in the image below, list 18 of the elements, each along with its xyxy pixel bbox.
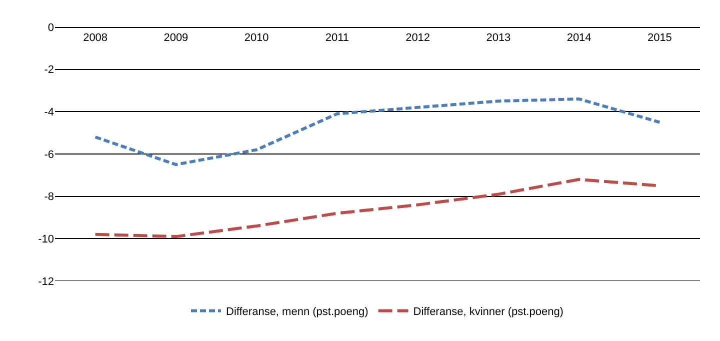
y-tick-label: -4 — [44, 106, 54, 119]
y-tick-label: -12 — [38, 276, 54, 288]
y-tick-label: 0 — [48, 22, 54, 34]
x-tick-label: 2013 — [486, 32, 511, 44]
x-tick-label: 2011 — [325, 32, 350, 44]
x-tick-label: 2010 — [244, 32, 269, 44]
y-tick-label: -6 — [44, 148, 54, 161]
legend-label: Differanse, kvinner (pst.poeng) — [413, 306, 564, 318]
x-tick-label: 2015 — [647, 32, 672, 44]
x-tick-label: 2014 — [566, 32, 592, 44]
y-tick-label: -2 — [44, 64, 54, 76]
y-tick-label: -8 — [44, 191, 54, 204]
x-tick-label: 2012 — [406, 32, 430, 44]
line-series — [94, 97, 662, 166]
y-tick-label: -10 — [38, 234, 54, 246]
x-tick-label: 2008 — [83, 32, 108, 44]
legend-label: Differanse, menn (pst.poeng) — [226, 306, 368, 318]
x-tick-label: 2009 — [164, 32, 188, 44]
